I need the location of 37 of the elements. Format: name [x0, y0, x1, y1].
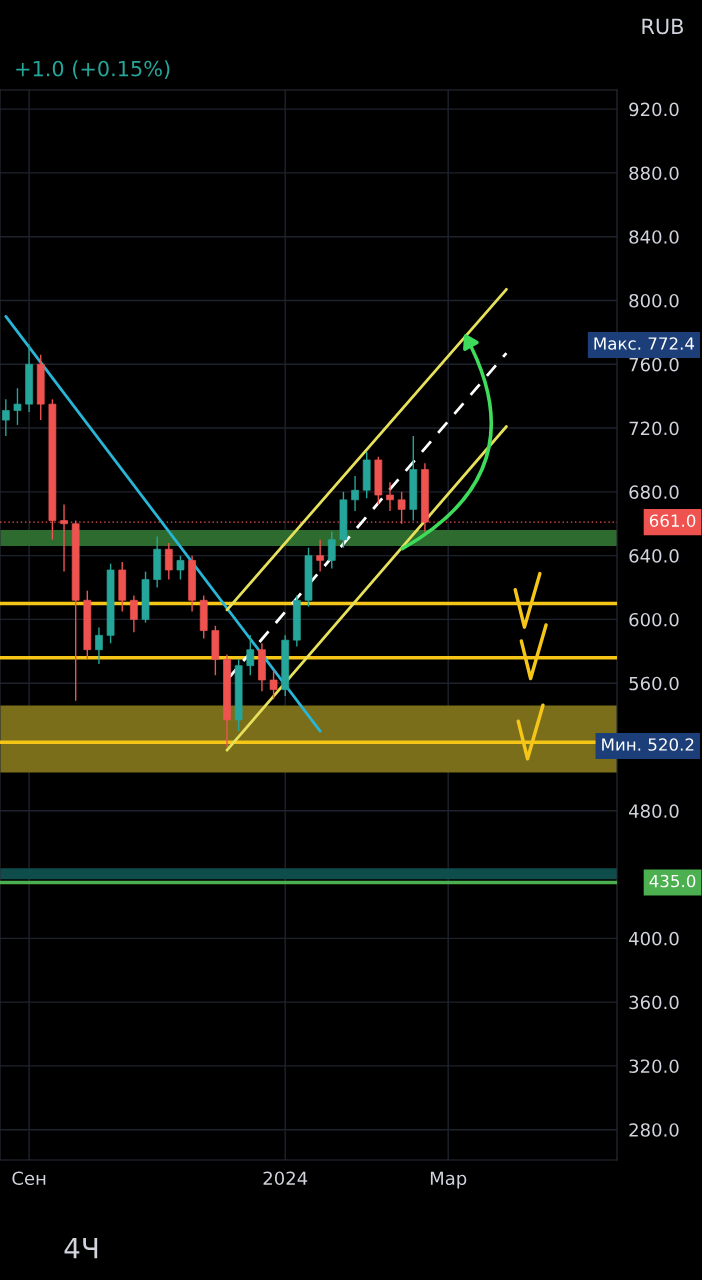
y-tick-label: 560.0 — [629, 676, 679, 691]
y-tick-label: 280.0 — [629, 1123, 679, 1137]
y-tick-label: 840.0 — [629, 230, 679, 244]
candlestick — [386, 481, 394, 512]
annotation: Макс. 772.4 — [594, 337, 695, 350]
y-tick-label: 600.0 — [629, 612, 679, 627]
y-tick-label: 920.0 — [629, 102, 679, 117]
y-tick-label: 360.0 — [629, 995, 679, 1010]
y-tick-label: 800.0 — [629, 293, 679, 308]
ref-line-label: 661.0 — [649, 514, 696, 527]
y-tick-label: 400.0 — [628, 931, 679, 946]
x-tick-label: 2024 — [263, 1171, 308, 1186]
y-tick-label: 880.0 — [629, 166, 679, 181]
candlestick — [130, 594, 138, 633]
text: 4Ч — [64, 1237, 98, 1259]
candlestick — [176, 554, 185, 581]
candlestick — [164, 542, 173, 581]
y-tick-label: 680.0 — [629, 485, 679, 499]
candlestick — [269, 669, 278, 700]
y-tick-label: 720.0 — [629, 421, 679, 436]
text: RUB — [642, 18, 683, 35]
y-tick-label: 320.0 — [629, 1059, 679, 1074]
x-tick-label: Мар — [430, 1171, 467, 1189]
candlestick — [351, 475, 359, 512]
ref-line-label: 435.0 — [649, 874, 696, 888]
y-tick-label: 760.0 — [629, 357, 679, 372]
y-tick-label: 480.0 — [628, 804, 679, 818]
candlestick — [246, 634, 255, 676]
x-tick-label: Сен — [12, 1171, 46, 1186]
candlestick — [327, 531, 336, 570]
candlestick — [316, 538, 324, 573]
candlestick — [13, 387, 22, 426]
candlestick — [95, 626, 103, 665]
text: +1.0 (+0.15%) — [16, 60, 170, 79]
annotation: Мин. 520.2 — [602, 738, 694, 751]
y-tick-label: 640.0 — [629, 549, 679, 563]
candlestick — [1, 398, 10, 437]
